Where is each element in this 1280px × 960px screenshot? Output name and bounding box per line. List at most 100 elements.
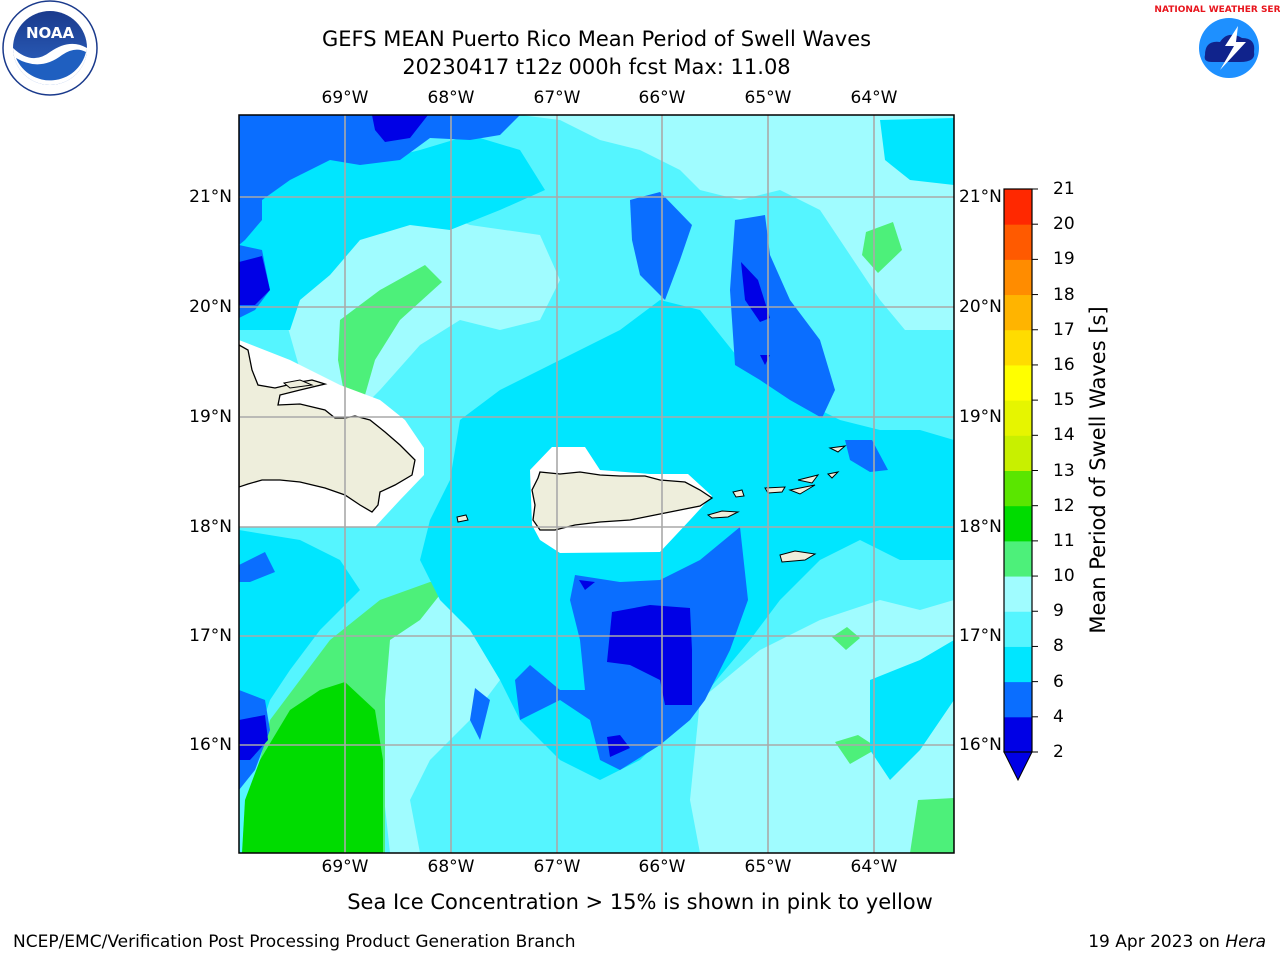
lat-label-right: 19°N — [959, 407, 1002, 427]
colorbar-segment — [1004, 681, 1032, 718]
swell-zone-green-se — [910, 798, 954, 853]
colorbar-segment — [1004, 505, 1032, 542]
sea-ice-note: Sea Ice Concentration > 15% is shown in … — [347, 890, 933, 914]
colorbar-extend-arrow — [1003, 751, 1033, 782]
colorbar-tick-label: 21 — [1053, 179, 1075, 199]
lon-label-top: 66°W — [638, 88, 686, 108]
map-gridlines — [239, 115, 954, 853]
swell-zone-cyan-central — [420, 300, 954, 780]
colorbar-segment — [1004, 364, 1032, 401]
lon-label-bottom: 68°W — [427, 857, 475, 877]
land-tortuga — [282, 379, 314, 389]
swell-zone-pale-south — [380, 590, 520, 853]
land-hispaniola — [239, 344, 416, 513]
lon-label-top: 64°W — [850, 88, 898, 108]
lat-label-left: 18°N — [189, 517, 232, 537]
chart-subtitle: 20230417 t12z 000h fcst Max: 11.08 — [402, 55, 791, 79]
lon-label-bottom: 66°W — [638, 857, 686, 877]
swell-zone-pale-north — [520, 115, 954, 330]
lon-label-bottom: 65°W — [744, 857, 792, 877]
lat-label-right: 17°N — [959, 626, 1002, 646]
colorbar-label: Mean Period of Swell Waves [s] — [1086, 306, 1110, 634]
lon-label-top: 68°W — [427, 88, 475, 108]
lat-label-left: 19°N — [189, 407, 232, 427]
map-frame — [238, 114, 955, 854]
colorbar-tick-label: 6 — [1053, 671, 1064, 692]
lat-label-left: 20°N — [189, 297, 232, 317]
swell-zone-green-e — [835, 735, 878, 764]
map-area — [239, 115, 954, 853]
swell-zone-deep-south — [607, 605, 692, 705]
land-isla-saona — [456, 514, 469, 523]
colorbar — [1003, 188, 1038, 782]
footer-credit: NCEP/EMC/Verification Post Processing Pr… — [13, 932, 576, 952]
swell-zone-cyan-sw — [239, 530, 360, 770]
lat-label-right: 16°N — [959, 735, 1002, 755]
swell-zone-blue-south2 — [470, 688, 490, 740]
lat-label-right: 18°N — [959, 517, 1002, 537]
colorbar-segment — [1004, 259, 1032, 296]
swell-zone-deep-w — [239, 256, 270, 305]
swell-zone-cyan-west — [239, 135, 545, 330]
swell-zone-green-nw — [338, 265, 442, 398]
colorbar-tick-label: 20 — [1053, 214, 1075, 235]
colorbar-segment — [1004, 716, 1032, 753]
swell-zone-blue-nw — [239, 115, 520, 245]
nws-logo: NATIONAL WEATHER SERVICE — [1154, 1, 1280, 95]
colorbar-tick-label: 19 — [1053, 249, 1075, 270]
lon-label-top: 67°W — [533, 88, 581, 108]
swell-zone-max-green — [242, 682, 383, 853]
land-st-croix — [779, 550, 817, 563]
colorbar-tick-label: 8 — [1053, 636, 1064, 657]
colorbar-tick-label: 18 — [1053, 284, 1075, 305]
colorbar-tick-label: 10 — [1053, 566, 1075, 587]
colorbar-tick-label: 9 — [1053, 601, 1064, 622]
swell-zone-green-ne — [862, 222, 902, 273]
swell-zone-deep-south3 — [579, 580, 595, 590]
land-culebra — [732, 489, 745, 498]
land-vieques — [706, 510, 740, 519]
land-virgin-islands — [764, 445, 847, 495]
lon-label-top: 69°W — [321, 88, 369, 108]
land-puerto-rico — [531, 471, 714, 531]
noaa-logo-text: NOAA — [26, 24, 75, 42]
colorbar-segment — [1004, 329, 1032, 366]
colorbar-tick-label: 11 — [1053, 530, 1075, 551]
noaa-logo: NOAA — [2, 0, 98, 96]
colorbar-segment — [1004, 435, 1032, 471]
colorbar-tick-label: 13 — [1053, 460, 1075, 481]
footer-host: Hera — [1225, 932, 1266, 952]
colorbar-tick-label: 4 — [1053, 706, 1064, 727]
chart-title: GEFS MEAN Puerto Rico Mean Period of Swe… — [321, 27, 872, 51]
swell-zone-cyan-ne — [880, 118, 954, 185]
colorbar-segment — [1004, 294, 1032, 331]
nws-logo-text: NATIONAL WEATHER SERVICE — [1154, 5, 1280, 15]
lon-label-bottom: 69°W — [321, 857, 369, 877]
colorbar-tick-label: 17 — [1053, 319, 1075, 340]
colorbar-tick-label: 2 — [1053, 742, 1064, 762]
swell-zone-deep-nw — [372, 115, 428, 142]
lat-label-left: 21°N — [189, 187, 232, 207]
swell-zone-blue-ne2 — [845, 440, 888, 472]
colorbar-tick-label: 15 — [1053, 390, 1075, 411]
lon-label-bottom: 67°W — [533, 857, 581, 877]
swell-zone-blue-n — [630, 192, 692, 300]
swell-zone-pale-se — [690, 600, 954, 853]
swell-zone-green-e2 — [832, 627, 860, 650]
lon-label-bottom: 64°W — [850, 857, 898, 877]
swell-zone-blue-sw — [239, 552, 275, 582]
colorbar-tick-label: 16 — [1053, 354, 1075, 375]
colorbar-segment — [1004, 540, 1032, 577]
colorbar-segment — [1004, 470, 1032, 507]
colorbar-segment — [1004, 224, 1032, 260]
swell-zone-blue-ne — [730, 215, 835, 418]
colorbar-tick-label: 14 — [1053, 425, 1075, 446]
lon-label-top: 65°W — [744, 88, 792, 108]
swell-zone-deep-sw — [239, 715, 268, 760]
footer-date: 19 Apr 2023 on Hera — [1088, 932, 1266, 952]
footer-date-text: 19 Apr 2023 on — [1088, 932, 1226, 952]
lat-label-right: 20°N — [959, 297, 1002, 317]
colorbar-segment — [1004, 400, 1032, 436]
lat-label-right: 21°N — [959, 187, 1002, 207]
lat-label-left: 16°N — [189, 735, 232, 755]
